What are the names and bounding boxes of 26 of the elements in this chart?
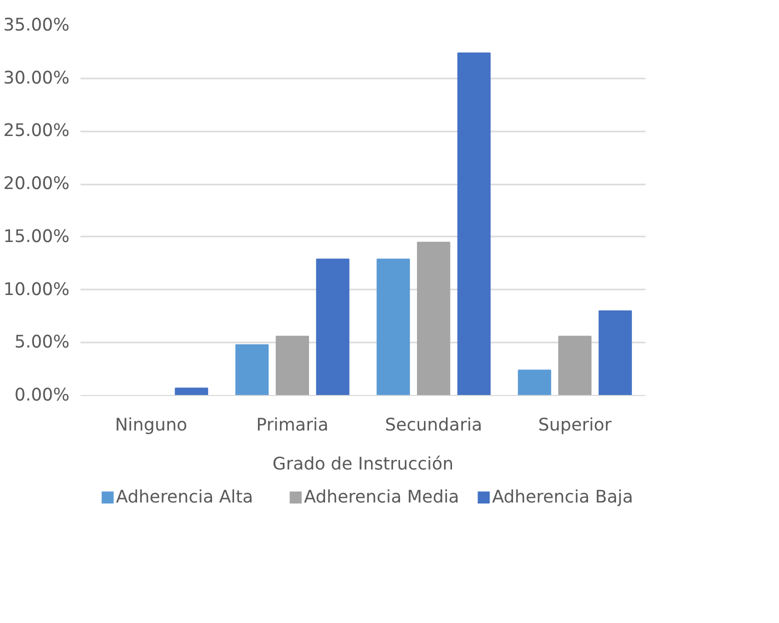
x-tick-label: Ninguno [114,416,188,436]
y-tick-label: 30.00% [3,68,70,88]
x-tick-label: Superior [538,416,612,436]
legend-label: Adherencia Media [304,488,460,508]
y-tick-label: 0.00% [14,386,70,406]
x-tick-label: Secundaria [384,416,482,436]
y-tick-label: 5.00% [14,332,70,353]
bar [598,310,632,396]
legend-label: Adherencia Baja [492,488,634,508]
bar [518,370,552,396]
bar [174,388,208,396]
y-tick-label: 25.00% [3,121,70,142]
bar [316,258,350,396]
bar [276,336,310,396]
bar [235,344,269,396]
y-tick-label: 15.00% [3,226,70,247]
bar [416,242,450,396]
legend-label: Adherencia Alta [116,488,254,508]
bar [558,336,592,396]
y-tick-label: 10.00% [3,280,70,300]
x-tick-label: Primaria [256,416,328,436]
bar [457,52,491,396]
y-tick-label: 20.00% [3,174,70,194]
x-axis-title: Grado de Instrucción [272,454,454,474]
y-tick-label: 35.00% [3,16,70,36]
bar [376,258,410,396]
